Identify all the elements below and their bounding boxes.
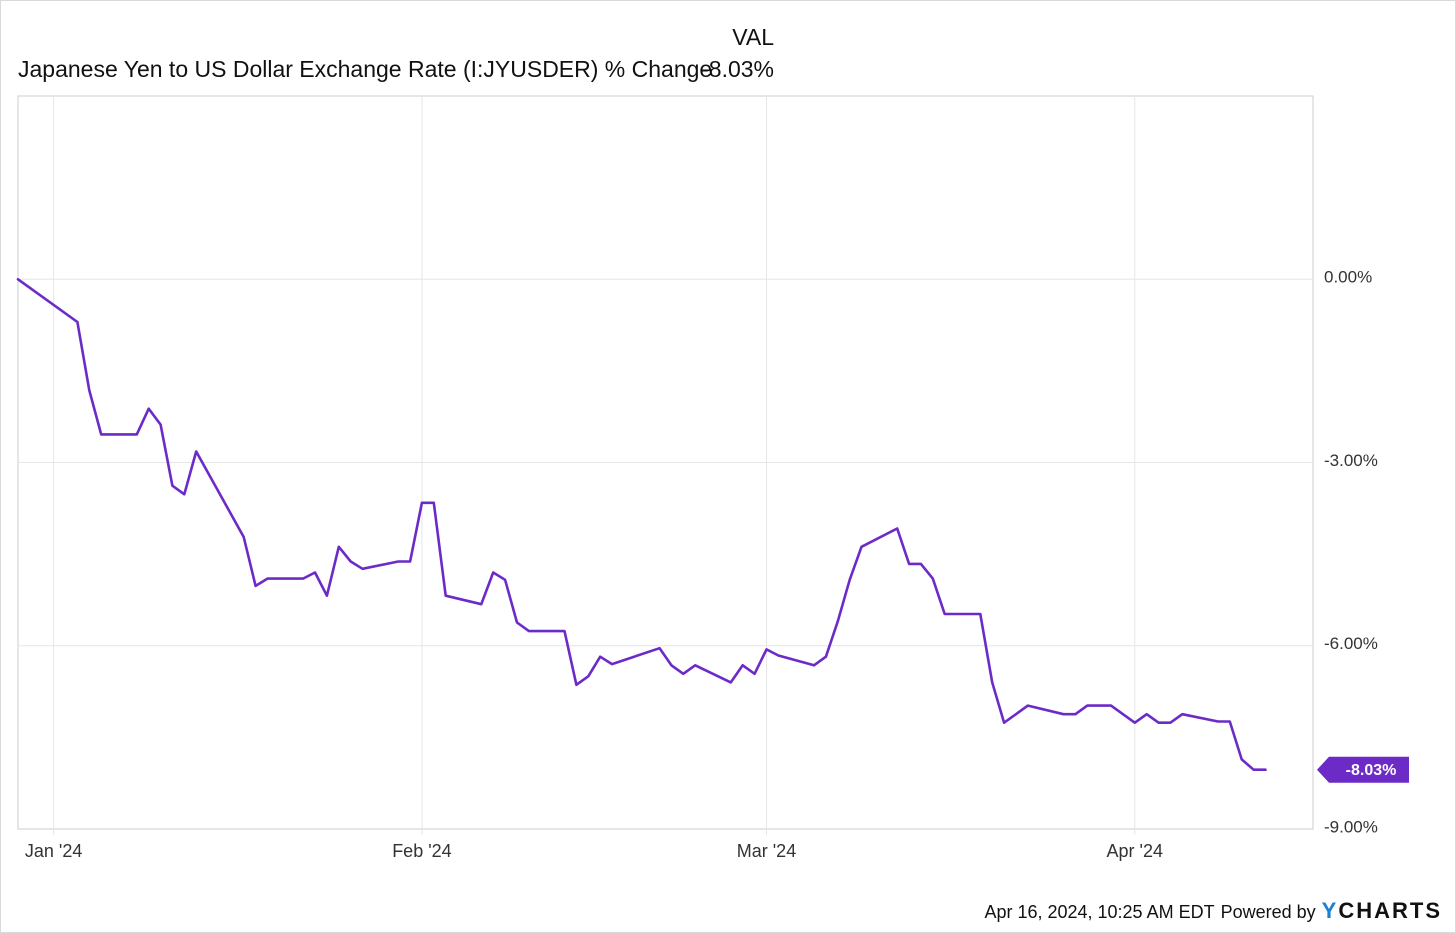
timestamp: Apr 16, 2024, 10:25 AM EDT — [984, 902, 1215, 922]
end-value-tag — [1317, 756, 1409, 783]
footer: Apr 16, 2024, 10:25 AM EDT Powered by YC… — [984, 898, 1442, 924]
ycharts-logo[interactable]: YCHARTS — [1322, 898, 1442, 924]
powered-by-text: Powered by — [1220, 902, 1316, 922]
x-tick-label: Mar '24 — [737, 841, 796, 861]
x-tick-label: Feb '24 — [392, 841, 451, 861]
series-legend-value: -8.03% — [701, 56, 774, 82]
value-column-header: VAL — [732, 24, 774, 50]
series-line — [16, 278, 1267, 771]
x-tick-label: Apr '24 — [1107, 841, 1163, 861]
y-tick-label: -9.00% — [1324, 817, 1378, 836]
end-value-label: -8.03% — [1346, 762, 1397, 779]
ycharts-logo-text: CHARTS — [1338, 898, 1442, 923]
y-tick-label: -3.00% — [1324, 451, 1378, 470]
ycharts-logo-y: Y — [1321, 898, 1339, 923]
x-tick-label: Jan '24 — [25, 841, 82, 861]
y-tick-label: -6.00% — [1324, 634, 1378, 653]
series-legend-name: Japanese Yen to US Dollar Exchange Rate … — [18, 56, 713, 82]
y-tick-label: 0.00% — [1324, 268, 1372, 287]
